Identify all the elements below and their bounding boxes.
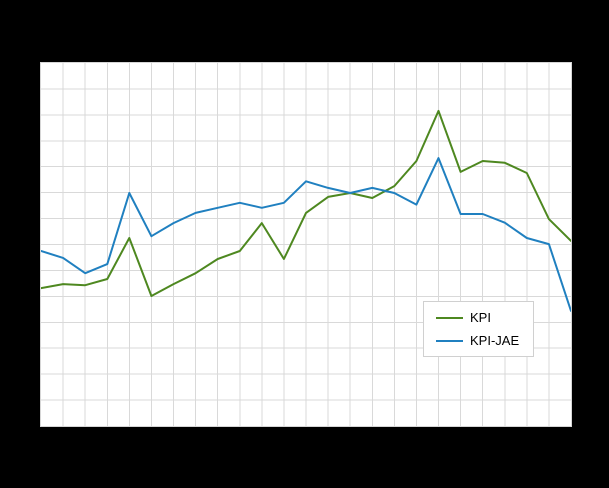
chart-legend: KPI KPI-JAE (423, 301, 535, 357)
legend-item-kpi-jae: KPI-JAE (436, 334, 519, 347)
legend-item-kpi: KPI (436, 311, 519, 324)
chart-canvas (41, 63, 571, 426)
legend-label-kpi-jae: KPI-JAE (470, 333, 520, 348)
kpi-line-swatch (436, 316, 463, 319)
kpi-jae-line-swatch (436, 339, 463, 342)
plot-area: KPI KPI-JAE (40, 62, 572, 427)
legend-label-kpi: KPI (470, 310, 491, 325)
